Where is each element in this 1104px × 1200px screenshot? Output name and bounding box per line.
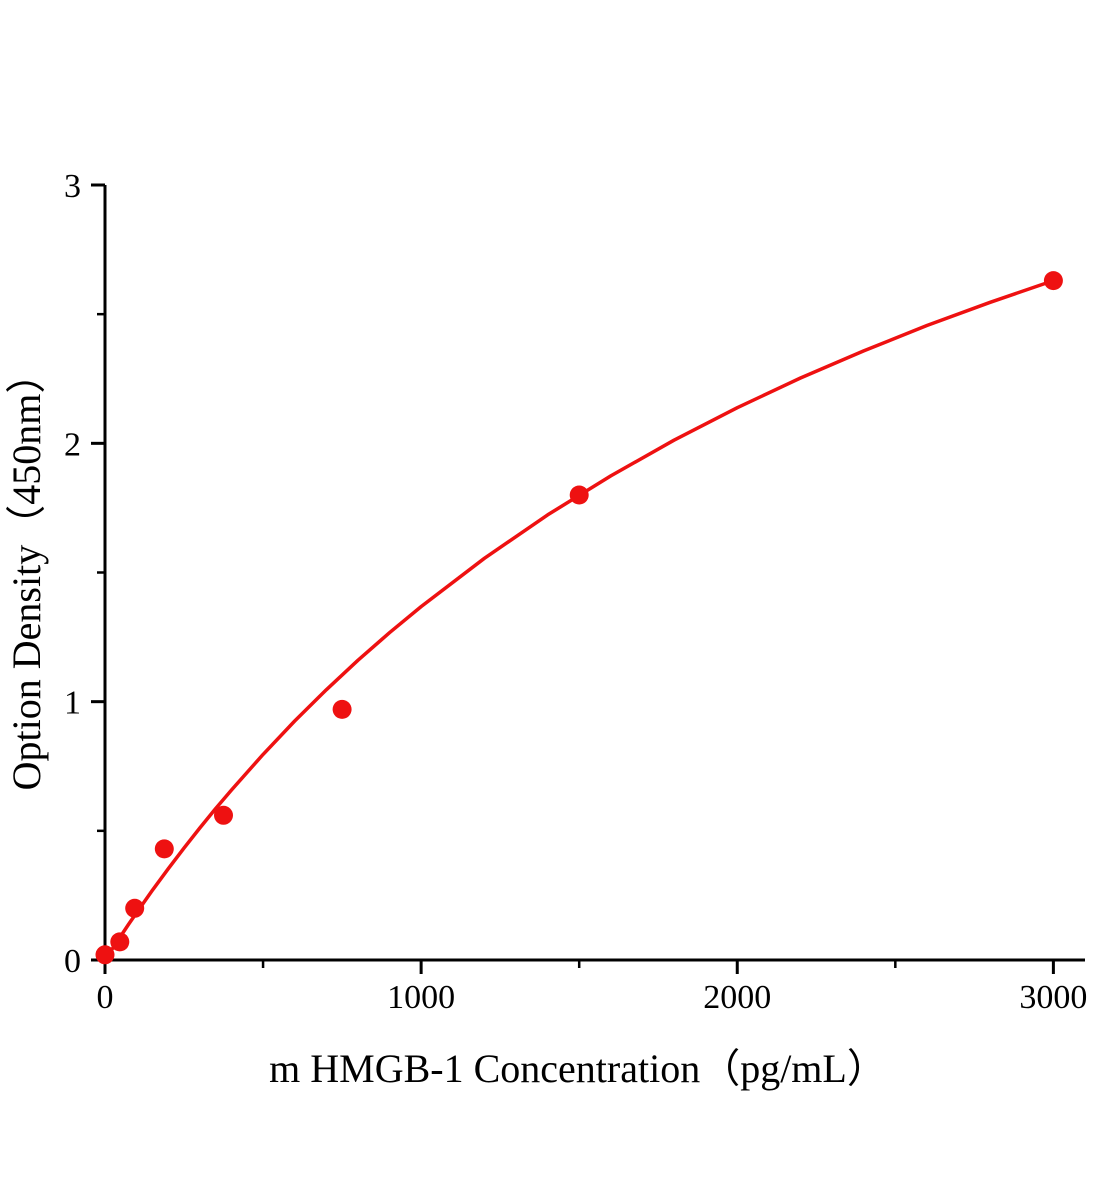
y-tick-label: 0	[64, 943, 81, 980]
x-tick-label: 1000	[387, 979, 455, 1016]
y-tick-label: 3	[64, 168, 81, 205]
x-tick-label: 3000	[1019, 979, 1087, 1016]
data-point-marker	[110, 932, 130, 952]
y-tick-label: 1	[64, 685, 81, 722]
data-point-marker	[95, 945, 115, 965]
data-point-marker	[154, 839, 174, 859]
data-point-marker	[214, 805, 233, 825]
x-axis-title: m HMGB-1 Concentration（pg/mL）	[269, 1046, 887, 1091]
x-tick-label: 2000	[703, 979, 771, 1016]
data-point-marker	[1043, 271, 1063, 291]
y-axis-title: Option Density（450nm）	[4, 354, 49, 791]
x-tick-label: 0	[97, 979, 114, 1016]
data-point-marker	[125, 898, 145, 918]
y-tick-label: 2	[64, 426, 81, 463]
data-point-marker	[569, 485, 589, 505]
fit-curve-line	[103, 278, 1056, 962]
plot-area: 0 1000 2000 3000 0 1 2 3	[64, 168, 1087, 1016]
data-point-marker	[332, 699, 352, 719]
